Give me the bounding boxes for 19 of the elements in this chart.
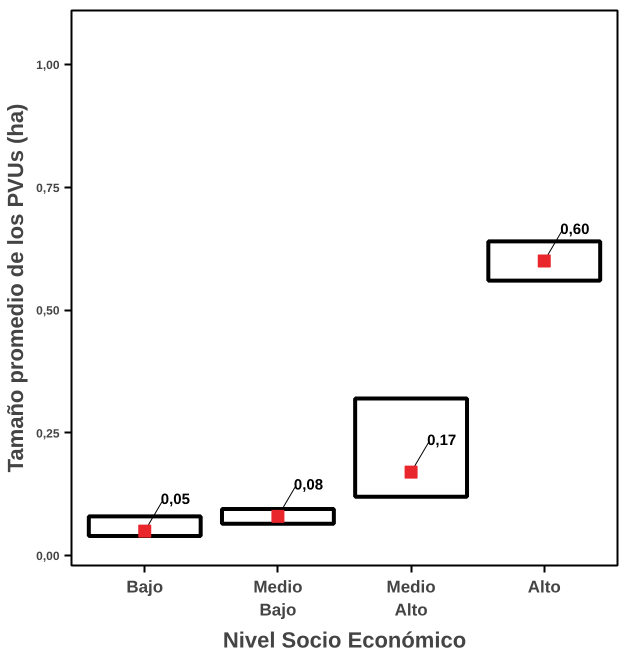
point	[271, 510, 284, 523]
data-label: 0,08	[294, 476, 324, 494]
data-label: 0,60	[560, 220, 590, 238]
x-tick-label: Medio Alto	[386, 578, 436, 620]
data-label: 0,05	[160, 491, 190, 508]
y-tick-label: 1,00	[36, 58, 60, 72]
x-axis-title: Nivel Socio Económico	[222, 627, 466, 652]
y-tick-label: 0,50	[36, 304, 60, 318]
x-tick-label: Alto	[528, 578, 561, 596]
y-tick-label: 0,00	[36, 549, 60, 564]
point	[404, 466, 418, 479]
point	[138, 524, 152, 538]
point	[538, 254, 551, 268]
data-label: 0,17	[427, 432, 456, 450]
y-tick-label: 0,25	[36, 426, 60, 440]
x-tick-label: Bajo	[126, 578, 164, 596]
x-tick-label: Medio Bajo	[253, 578, 302, 620]
y-tick-label: 0,75	[36, 180, 60, 195]
y-axis-title: Tamaño promedio de los PVUs (ha)	[3, 104, 28, 472]
